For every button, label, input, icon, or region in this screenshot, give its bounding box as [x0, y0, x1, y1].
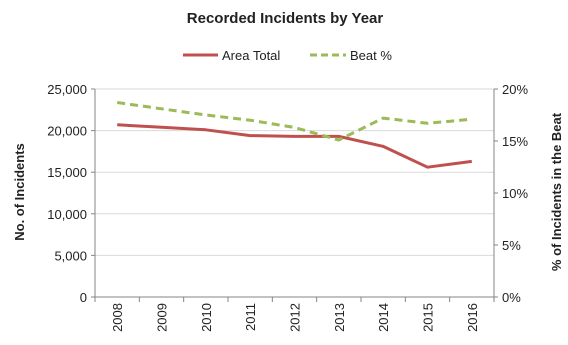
y-tick-label: 10,000 [47, 207, 87, 222]
y-tick-label: 25,000 [47, 82, 87, 97]
y-axis-title: No. of Incidents [12, 143, 27, 241]
y-tick-label: 0 [80, 290, 87, 305]
y2-tick-label: 20% [502, 82, 528, 97]
series-lines [116, 101, 472, 169]
series-line-area-total [117, 123, 472, 169]
axes [91, 88, 498, 302]
y2-tick-label: 0% [502, 290, 521, 305]
legend: Area Total Beat % [183, 48, 392, 63]
y2-tick-label: 15% [502, 134, 528, 149]
y2-axis-ticks: 0% 5% 10% 15% 20% [502, 82, 528, 305]
legend-label-beat-pct: Beat % [350, 48, 392, 63]
x-tick-label: 2013 [332, 303, 347, 332]
y-axis-ticks: 0 5,000 10,000 15,000 20,000 25,000 [47, 82, 87, 305]
x-tick-label: 2009 [155, 303, 170, 332]
x-tick-label: 2016 [465, 303, 480, 332]
gridlines [95, 88, 494, 256]
x-tick-label: 2011 [243, 303, 258, 331]
y2-axis-title: % of Incidents in the Beat [549, 112, 564, 271]
legend-label-area-total: Area Total [222, 48, 280, 63]
x-tick-label: 2008 [110, 303, 125, 332]
series-line-beat-pct [116, 101, 472, 142]
y-tick-label: 15,000 [47, 165, 87, 180]
chart-title: Recorded Incidents by Year [187, 10, 384, 27]
y-tick-label: 20,000 [47, 124, 87, 139]
x-tick-label: 2010 [199, 303, 214, 332]
x-tick-label: 2015 [421, 303, 436, 332]
y2-tick-label: 5% [502, 238, 521, 253]
x-tick-label: 2014 [376, 303, 391, 332]
x-axis-ticks: 2008 2009 2010 2011 2012 2013 2014 2015 2016 [110, 303, 480, 332]
y-tick-label: 5,000 [54, 248, 87, 263]
y2-tick-label: 10% [502, 186, 528, 201]
x-tick-label: 2012 [288, 303, 303, 332]
